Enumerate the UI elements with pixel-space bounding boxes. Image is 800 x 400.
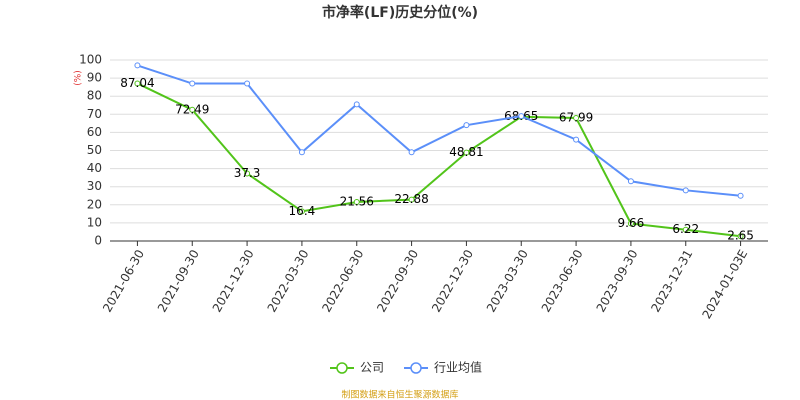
x-tick-label: 2024-01-03E bbox=[699, 247, 750, 321]
data-label: 48.81 bbox=[449, 145, 483, 159]
point bbox=[189, 106, 196, 113]
y-tick-label: 20 bbox=[87, 197, 102, 211]
y-tick-label: 0 bbox=[94, 234, 102, 248]
data-label: 16.4 bbox=[289, 204, 316, 218]
point bbox=[298, 208, 305, 215]
source-note: 制图数据来自恒生聚源数据库 bbox=[341, 389, 458, 400]
data-label: 9.66 bbox=[618, 216, 645, 230]
legend-marker bbox=[336, 362, 348, 374]
point bbox=[408, 196, 415, 203]
x-tick-label: 2021-09-30 bbox=[155, 247, 202, 314]
data-label: 6.22 bbox=[672, 222, 699, 236]
data-label: 67.99 bbox=[559, 110, 593, 124]
x-tick-label: 2021-06-30 bbox=[100, 247, 147, 314]
point bbox=[463, 149, 470, 156]
y-axis-label: (%) bbox=[74, 70, 84, 86]
point bbox=[737, 233, 744, 240]
data-label: 72.49 bbox=[175, 102, 209, 116]
x-tick-label: 2022-03-30 bbox=[265, 247, 312, 314]
data-label: 37.3 bbox=[234, 166, 261, 180]
x-tick-label: 2021-12-30 bbox=[210, 247, 257, 314]
point bbox=[682, 226, 689, 233]
point bbox=[244, 170, 251, 177]
point bbox=[518, 113, 525, 120]
x-tick-label: 2023-03-30 bbox=[484, 247, 531, 314]
point bbox=[682, 187, 689, 194]
y-tick-label: 40 bbox=[87, 161, 102, 175]
y-tick-label: 60 bbox=[87, 125, 102, 139]
data-label: 22.88 bbox=[394, 192, 428, 206]
y-tick-label: 80 bbox=[87, 89, 102, 103]
y-tick-label: 70 bbox=[87, 107, 102, 121]
legend-label: 公司 bbox=[360, 361, 384, 375]
point bbox=[737, 192, 744, 199]
point bbox=[134, 62, 141, 69]
y-tick-label: 90 bbox=[87, 71, 102, 85]
point bbox=[298, 149, 305, 156]
point bbox=[627, 178, 634, 185]
x-tick-label: 2023-12-31 bbox=[648, 247, 695, 314]
y-tick-label: 10 bbox=[87, 215, 102, 229]
point bbox=[627, 220, 634, 227]
point bbox=[463, 122, 470, 129]
x-tick-label: 2023-06-30 bbox=[539, 247, 586, 314]
x-tick-label: 2022-09-30 bbox=[374, 247, 421, 314]
y-tick-label: 100 bbox=[79, 53, 102, 67]
line-series bbox=[136, 82, 741, 238]
data-label: 87.04 bbox=[120, 76, 154, 90]
point bbox=[244, 80, 251, 87]
point bbox=[189, 80, 196, 87]
x-tick-label: 2022-06-30 bbox=[319, 247, 366, 314]
point bbox=[353, 101, 360, 108]
chart-title: 市净率(LF)历史分位(%) bbox=[322, 4, 478, 21]
x-tick-label: 2023-09-30 bbox=[594, 247, 641, 314]
point bbox=[408, 149, 415, 156]
data-label: 2.65 bbox=[727, 229, 754, 243]
legend-marker bbox=[410, 362, 422, 374]
line-series bbox=[137, 64, 741, 197]
y-tick-label: 30 bbox=[87, 179, 102, 193]
legend-label: 行业均值 bbox=[434, 360, 482, 375]
point bbox=[573, 136, 580, 143]
x-tick-label: 2022-12-30 bbox=[429, 247, 476, 314]
point bbox=[573, 114, 580, 121]
data-label: 21.56 bbox=[340, 194, 374, 208]
point bbox=[353, 198, 360, 205]
y-tick-label: 50 bbox=[87, 143, 102, 157]
point bbox=[134, 80, 141, 87]
